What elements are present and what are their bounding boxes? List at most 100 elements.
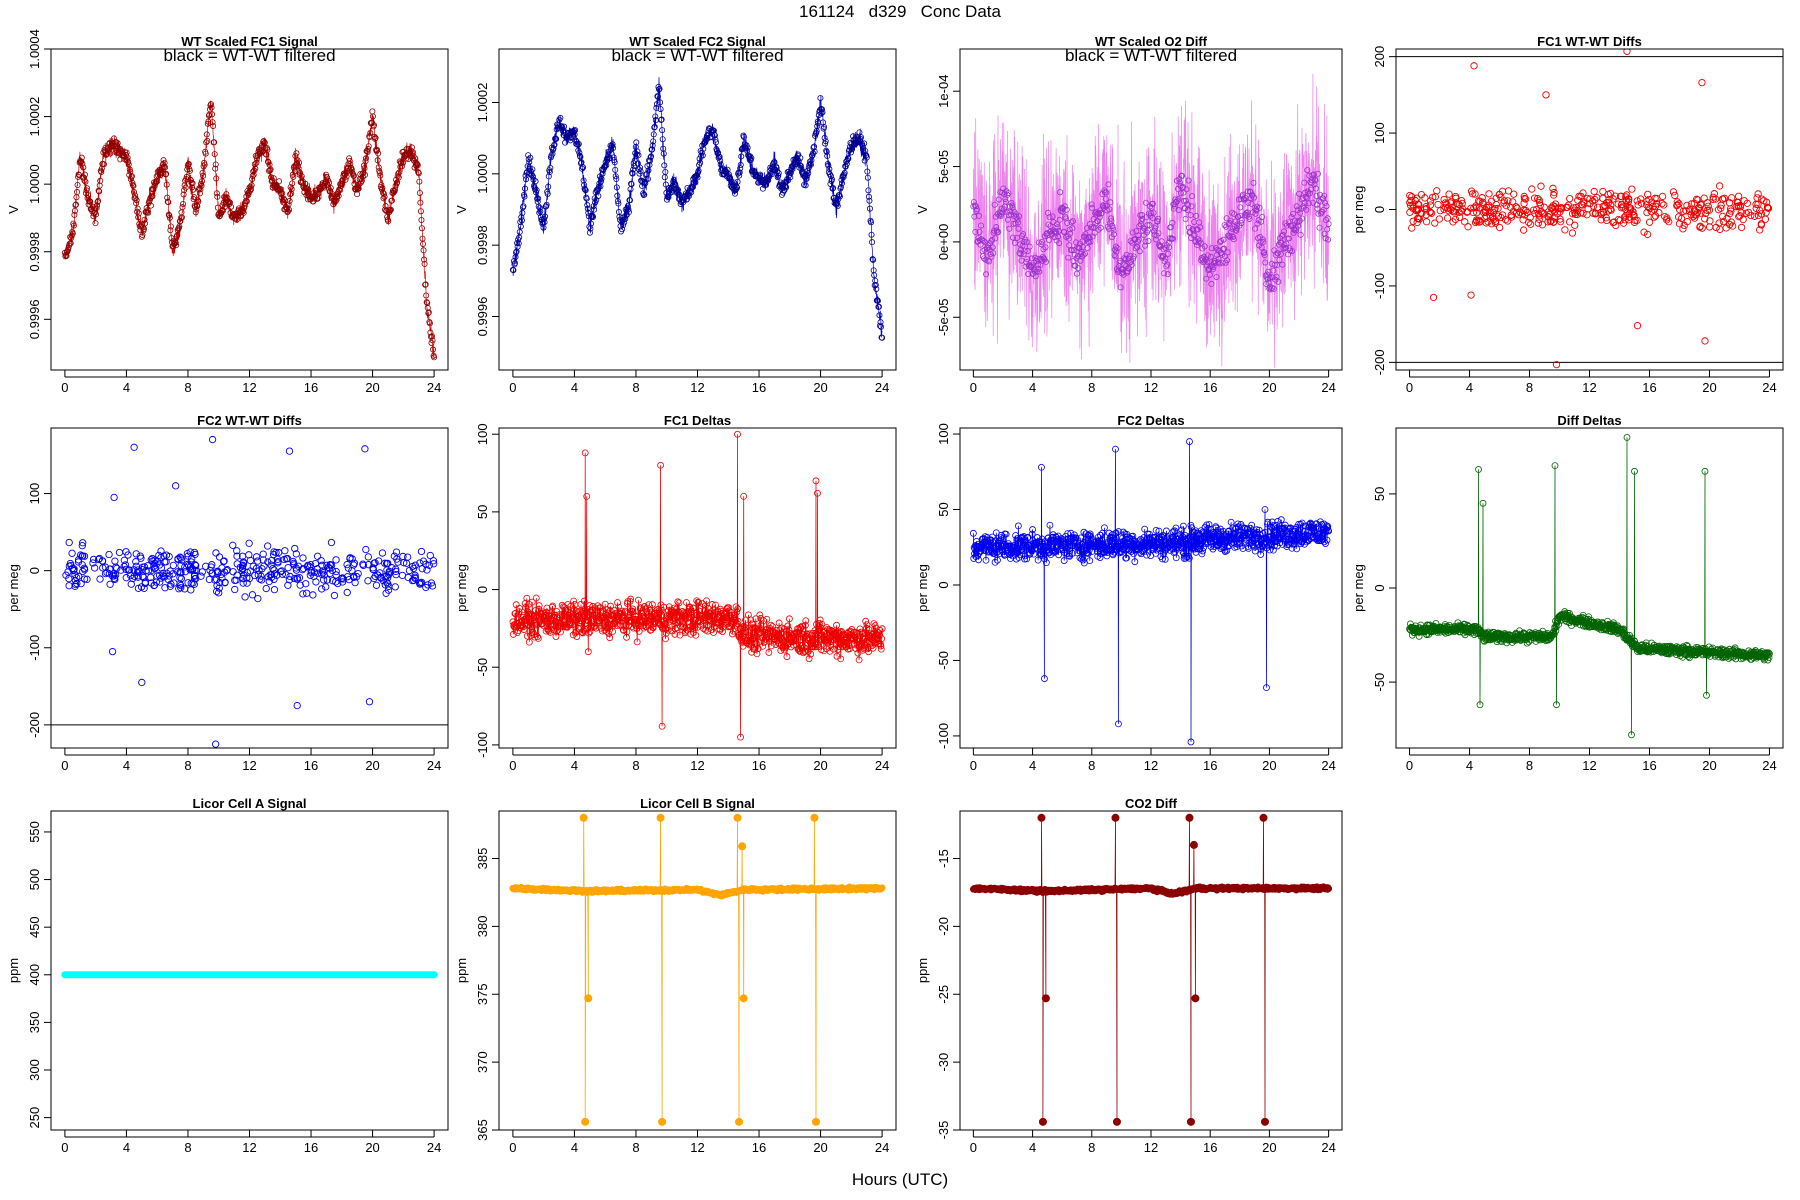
data-point [1149,545,1157,553]
data-point [1650,213,1658,221]
data-point [576,149,583,156]
data-point [89,203,96,210]
data-point [1197,239,1204,246]
data-point [274,557,282,566]
data-point [650,138,657,145]
data-point [208,569,217,577]
data-point [176,573,184,582]
data-point [1660,201,1668,209]
data-point [653,104,660,111]
data-point [1510,190,1518,198]
data-point [1273,273,1280,280]
data-point [241,593,249,601]
data-point [190,571,199,579]
data-point [77,579,85,588]
data-point [812,629,820,637]
data-point [1538,221,1547,229]
data-point [1275,278,1282,285]
data-point [1280,228,1287,235]
data-point [1110,539,1117,547]
data-point [1233,227,1240,234]
data-point [421,256,428,263]
data-point [430,346,437,353]
data-point [540,622,548,630]
data-point [355,185,362,192]
data-point [139,572,147,580]
x-tick-label: 8 [184,380,191,395]
data-point [872,281,879,288]
data-point [1571,221,1579,229]
data-point [394,173,401,180]
data-point [192,566,201,575]
data-point [1034,556,1042,564]
data-point [1251,194,1258,201]
data-point [1102,195,1109,202]
data-point [1109,225,1116,232]
data-point [545,183,552,190]
data-point [1077,257,1084,264]
data-point [1717,201,1725,210]
page-title: 161124 d329 Conc Data [799,2,1001,21]
data-point [1633,197,1641,205]
data-point [117,566,125,574]
data-point [1219,251,1226,258]
data-point [817,95,824,102]
data-point [1161,555,1169,563]
data-point [637,168,644,175]
data-point [1206,271,1213,278]
data-point [1034,261,1041,268]
data-point [1093,548,1101,555]
data-point [1023,238,1030,245]
data-point [1057,535,1065,542]
data-point [1754,190,1762,198]
data-point [613,184,620,191]
data-point [1099,547,1107,555]
data-point [561,123,568,130]
data-point [747,616,755,624]
data-point [213,567,222,575]
data-point [1152,526,1160,534]
data-point [1679,225,1687,233]
data-point [329,577,337,585]
data-point [1193,212,1200,219]
data-point [163,181,170,188]
data-point [82,178,89,185]
data-point [875,303,882,310]
data-point [279,190,286,197]
data-point [1675,220,1684,228]
data-point [639,617,647,625]
data-point [1089,204,1096,211]
data-point [760,617,767,625]
data-point [1535,215,1543,223]
data-point [297,169,304,176]
data-point [737,161,744,168]
data-point [731,190,738,197]
data-point [1435,215,1444,223]
data-point [523,594,531,602]
data-point [1103,189,1110,196]
data-point [656,86,663,93]
data-point [767,642,775,650]
data-point [1238,220,1245,227]
x-tick-label: 12 [690,380,704,395]
data-point [1033,268,1040,275]
data-point [74,182,81,189]
data-point [256,575,264,583]
data-point [1433,187,1441,195]
data-point [1758,195,1766,203]
data-point [577,617,584,624]
data-point [1277,516,1285,524]
data-point [570,597,578,605]
data-point [243,574,251,582]
data-point [130,443,138,451]
data-point [78,542,86,550]
data-point [1467,291,1475,299]
data-point [343,588,351,597]
data-point [641,605,649,613]
data-point [784,622,792,630]
data-point [309,591,317,599]
data-point [1237,204,1244,211]
data-point [1050,219,1057,226]
data-point [1203,275,1210,282]
